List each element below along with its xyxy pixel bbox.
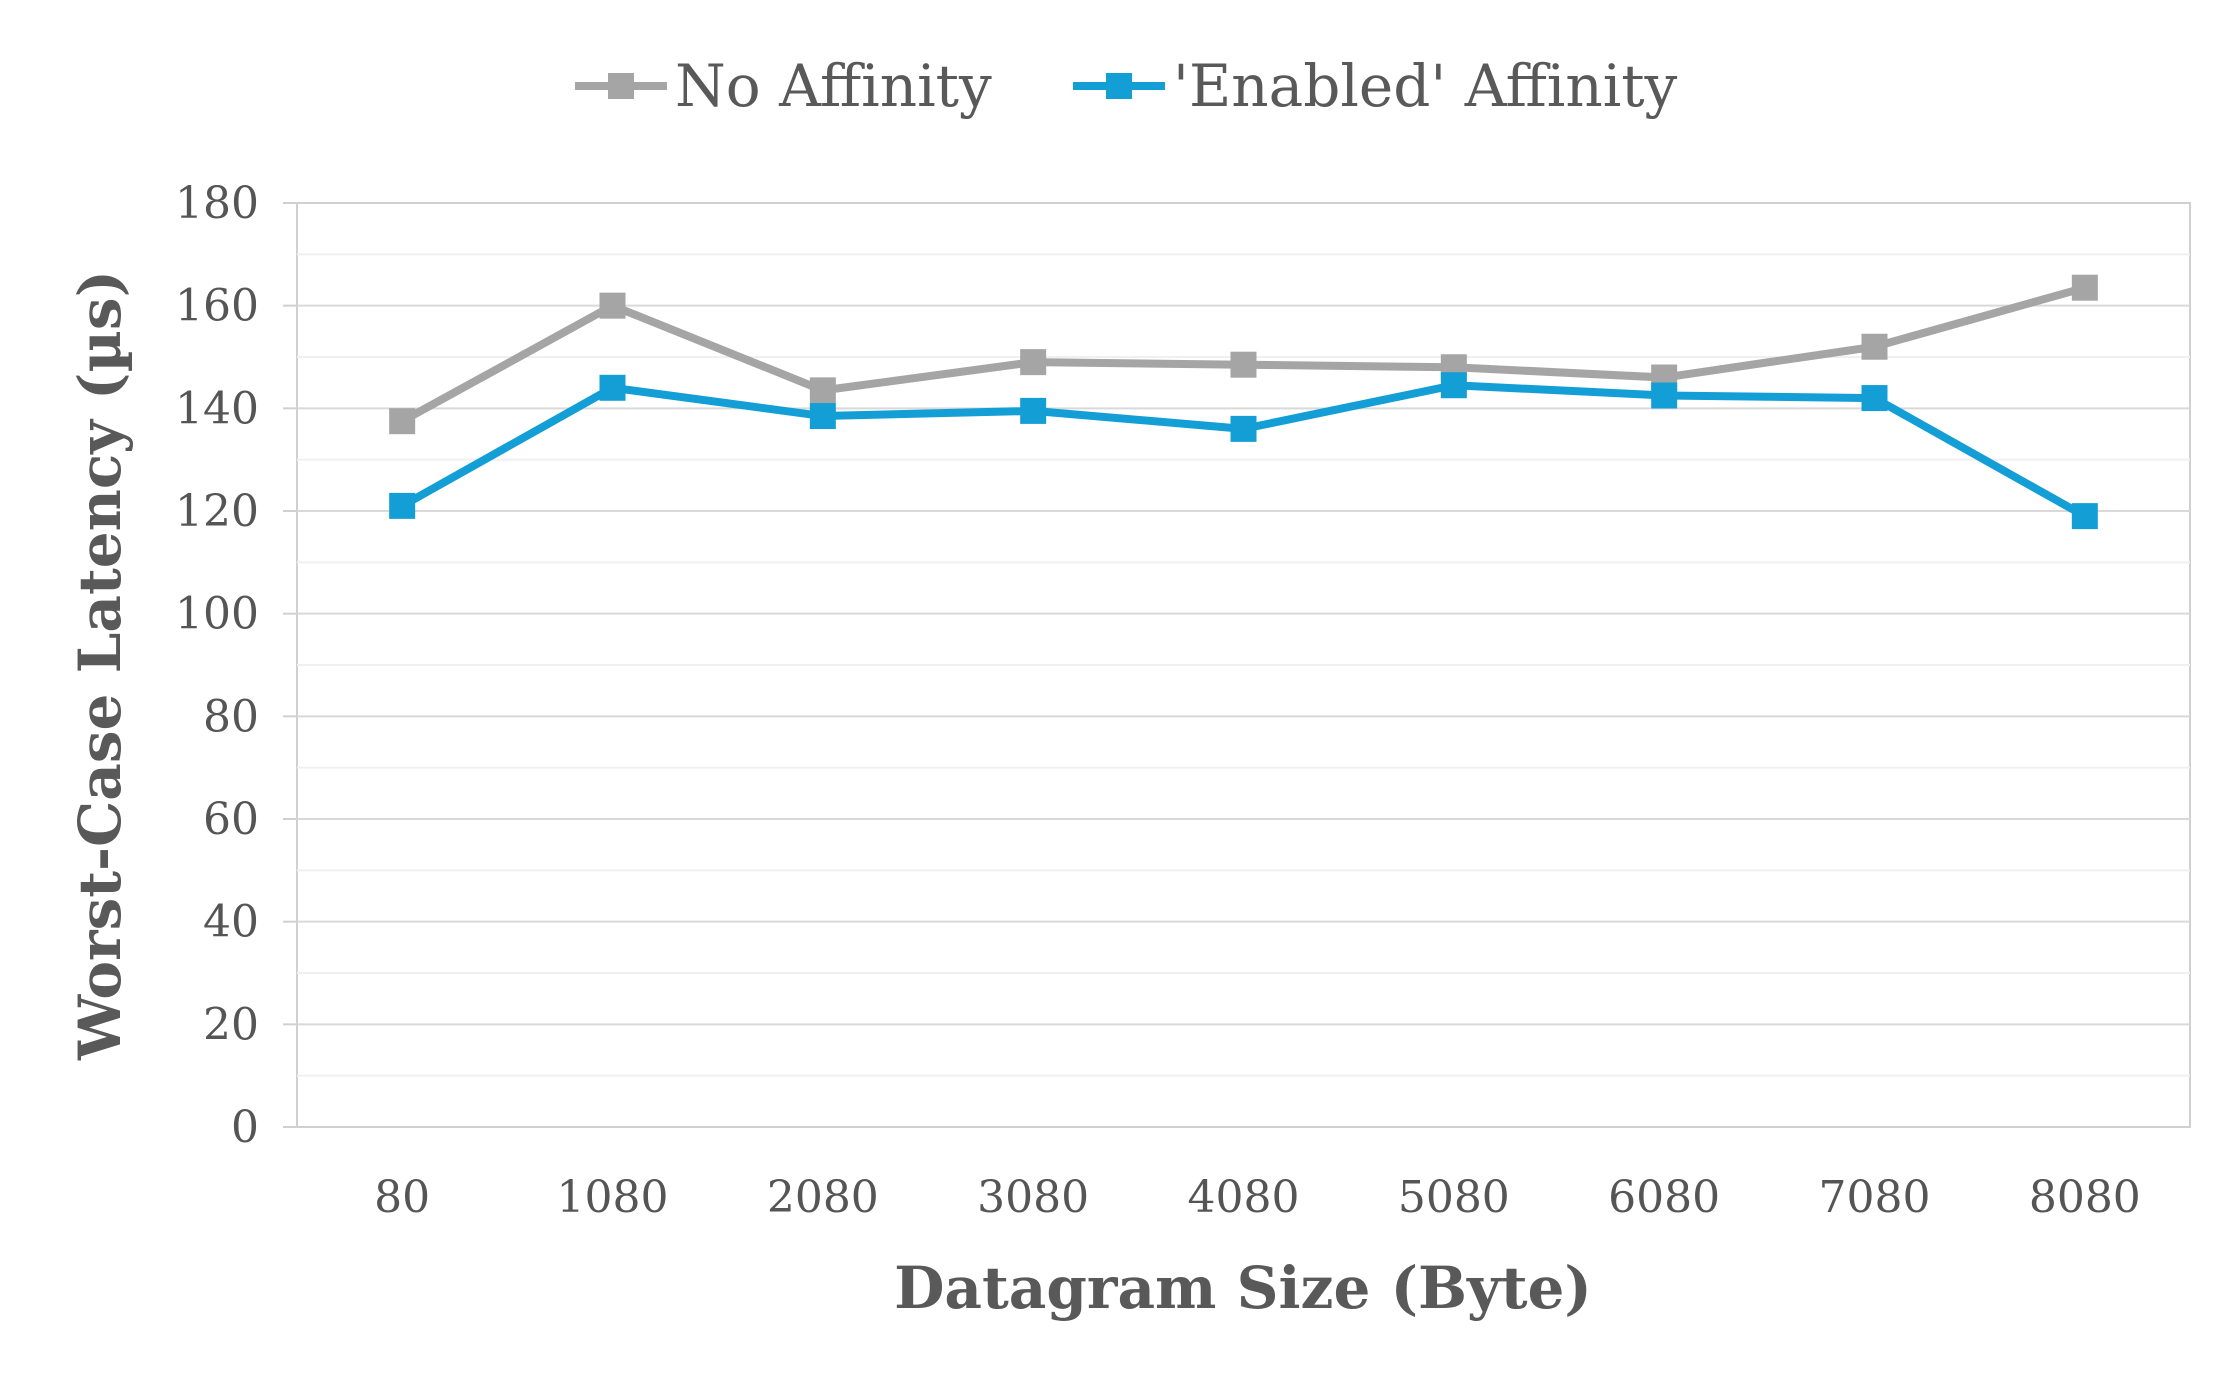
data-point xyxy=(1440,372,1467,399)
data-point xyxy=(809,377,836,404)
y-tick-label: 180 xyxy=(175,178,259,229)
y-tick-label: 60 xyxy=(203,794,259,845)
x-tick-label: 3080 xyxy=(977,1172,1089,1223)
data-point xyxy=(389,492,416,519)
data-point xyxy=(2071,503,2098,530)
x-axis-title: Datagram Size (Byte) xyxy=(894,1254,1592,1322)
data-point xyxy=(1861,385,1888,412)
x-axis-ticks: 80 1080 2080 3080 4080 5080 6080 7080 8080 xyxy=(374,1172,2141,1223)
data-point xyxy=(2071,274,2098,301)
data-point xyxy=(1230,351,1257,378)
y-tick-label: 20 xyxy=(203,999,259,1050)
data-point xyxy=(1230,415,1257,442)
y-tick-label: 0 xyxy=(231,1102,259,1153)
data-point xyxy=(1020,349,1047,376)
data-point xyxy=(809,403,836,430)
x-tick-label: 8080 xyxy=(2029,1172,2141,1223)
legend-item: 'Enabled' Affinity xyxy=(1073,52,1678,120)
legend-label: 'Enabled' Affinity xyxy=(1173,52,1678,120)
y-tick-label: 100 xyxy=(175,589,259,640)
x-tick-label: 4080 xyxy=(1188,1172,1300,1223)
data-point xyxy=(599,292,626,319)
data-point xyxy=(1651,382,1678,409)
x-tick-label: 1080 xyxy=(557,1172,669,1223)
y-axis-title: Worst-Case Latency (µs) xyxy=(66,270,134,1061)
legend-marker xyxy=(1106,73,1132,99)
y-tick-label: 80 xyxy=(203,691,259,742)
y-tick-label: 140 xyxy=(175,383,259,434)
legend-item: No Affinity xyxy=(575,52,992,120)
x-tick-label: 7080 xyxy=(1819,1172,1931,1223)
data-point xyxy=(389,408,416,435)
x-tick-label: 6080 xyxy=(1608,1172,1720,1223)
series-2 xyxy=(389,372,2098,530)
y-tick-label: 120 xyxy=(175,486,259,537)
gridlines xyxy=(283,202,2190,1128)
legend-marker xyxy=(608,73,634,99)
series-1 xyxy=(389,274,2098,435)
legend-label: No Affinity xyxy=(675,52,992,120)
y-tick-label: 40 xyxy=(203,897,259,948)
x-tick-label: 5080 xyxy=(1398,1172,1510,1223)
data-point xyxy=(1020,397,1047,424)
data-point xyxy=(599,374,626,401)
data-point xyxy=(1861,333,1888,360)
y-tick-label: 160 xyxy=(175,281,259,332)
y-axis-ticks: 0 20 40 60 80 100 120 140 160 180 xyxy=(175,178,259,1153)
series-layer xyxy=(389,274,2098,530)
x-tick-label: 2080 xyxy=(767,1172,879,1223)
x-tick-label: 80 xyxy=(374,1172,430,1223)
legend: No Affinity 'Enabled' Affinity xyxy=(575,52,1678,120)
